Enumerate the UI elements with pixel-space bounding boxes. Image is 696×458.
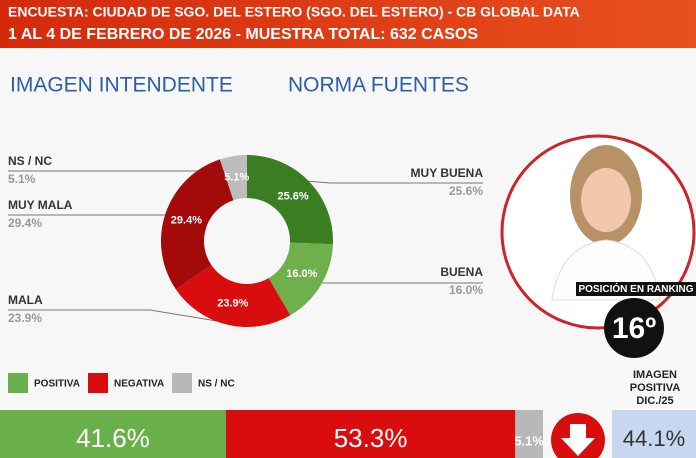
- legend-swatch: [88, 373, 108, 393]
- bar-label: 41.6%: [76, 423, 150, 453]
- legend-swatch: [172, 373, 192, 393]
- heading: NORMA FUENTES: [288, 74, 469, 97]
- previous-value: 44.1%: [623, 426, 685, 451]
- bar-label: 5.1%: [514, 433, 544, 448]
- slice-label: 25.6%: [277, 191, 308, 203]
- category-value: 25.6%: [449, 184, 483, 198]
- previous-label: POSITIVA: [630, 382, 681, 394]
- donut-slice: [219, 155, 247, 201]
- legend-label: POSITIVA: [34, 379, 80, 390]
- ranking-band: [576, 282, 696, 296]
- slice-label: 29.4%: [171, 214, 202, 226]
- bar-segment: [225, 410, 516, 458]
- category-label: MALA: [8, 293, 43, 307]
- previous-label: DIC./25: [636, 395, 673, 407]
- category-label: BUENA: [440, 265, 483, 279]
- previous-label: IMAGEN: [633, 369, 677, 381]
- header-band: [0, 0, 696, 48]
- category-label: NS / NC: [8, 154, 52, 168]
- legend-swatch: [8, 373, 28, 393]
- ranking-position: 16º: [612, 312, 656, 345]
- slice-label: 16.0%: [286, 268, 317, 280]
- legend-label: NS / NC: [198, 379, 235, 390]
- ranking-label: POSICIÓN EN RANKING: [578, 282, 693, 295]
- trend-arrow: [551, 413, 605, 458]
- heading: IMAGEN INTENDENTE: [10, 74, 233, 97]
- donut-slice: [160, 159, 234, 290]
- category-value: 5.1%: [8, 172, 36, 186]
- slice-label: 5.1%: [224, 172, 249, 184]
- category-value: 29.4%: [8, 216, 42, 230]
- category-value: 16.0%: [449, 283, 483, 297]
- ranking-badge: [604, 298, 664, 358]
- category-label: MUY BUENA: [411, 166, 484, 180]
- legend-label: NEGATIVA: [114, 379, 164, 390]
- portrait: [500, 134, 696, 330]
- category-value: 23.9%: [8, 311, 42, 325]
- bar-segment: [0, 410, 226, 458]
- header-line: ENCUESTA: CIUDAD DE SGO. DEL ESTERO (SGO…: [8, 4, 580, 20]
- header-line: 1 AL 4 DE FEBRERO DE 2026 - MUESTRA TOTA…: [8, 26, 478, 43]
- donut-slice: [247, 155, 333, 245]
- previous-box: [612, 410, 696, 458]
- bar-label: 53.3%: [334, 423, 408, 453]
- donut-slice: [268, 242, 333, 316]
- bar-segment: [515, 410, 543, 458]
- donut-slice: [175, 265, 291, 327]
- slice-label: 23.9%: [217, 297, 248, 309]
- category-label: MUY MALA: [8, 198, 73, 212]
